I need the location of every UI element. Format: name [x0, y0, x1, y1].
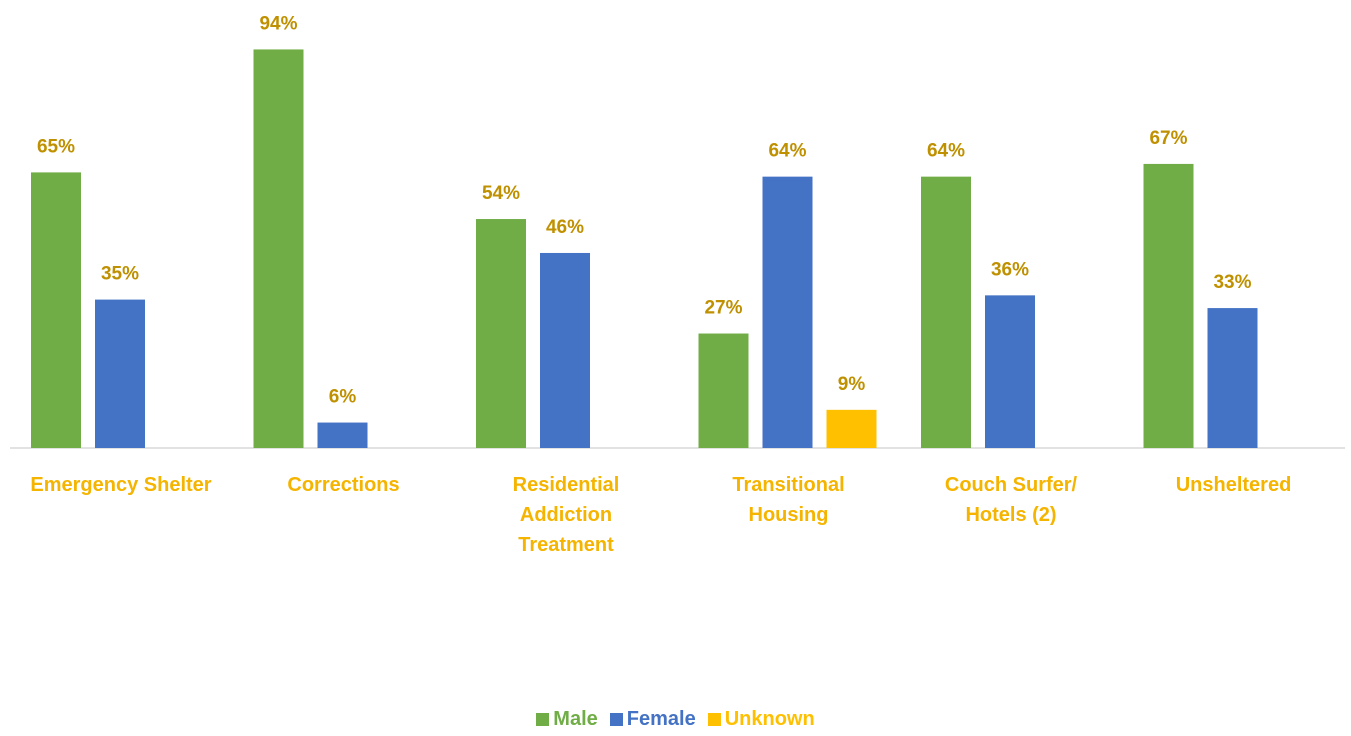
x-tick-label: Emergency Shelter	[30, 474, 212, 496]
data-label: 67%	[1149, 128, 1187, 149]
data-label: 6%	[329, 387, 357, 408]
data-label: 64%	[768, 141, 806, 162]
data-label: 54%	[482, 183, 520, 204]
legend: Male Female Unknown	[0, 708, 1351, 731]
data-label: 9%	[838, 374, 866, 395]
legend-item: Unknown	[707, 708, 815, 731]
bar	[826, 409, 877, 448]
data-label: 35%	[101, 264, 139, 285]
data-label: 46%	[546, 217, 584, 238]
bar	[317, 422, 368, 448]
bar	[1143, 163, 1194, 449]
legend-swatch	[707, 713, 721, 726]
data-label: 27%	[704, 298, 742, 319]
bar	[95, 299, 145, 448]
bar	[985, 295, 1035, 448]
legend-swatch	[536, 713, 550, 726]
bar	[921, 176, 971, 448]
x-tick-label: Couch Surfer/ Hotels (2)	[944, 474, 1078, 526]
x-tick-label: Residential Addiction Treatment	[512, 474, 620, 556]
legend-label: Male	[553, 708, 598, 730]
legend-swatch	[609, 713, 623, 726]
bar	[540, 252, 590, 448]
legend-item: Female	[609, 708, 696, 731]
data-label: 64%	[927, 141, 965, 162]
data-label: 33%	[1213, 272, 1251, 293]
bar	[762, 176, 813, 448]
data-label: 65%	[37, 136, 75, 157]
bar	[1207, 308, 1258, 448]
bar	[253, 49, 304, 448]
x-tick-label: Unsheltered	[1175, 474, 1292, 496]
x-tick-label: Corrections	[287, 474, 400, 496]
bar	[476, 219, 526, 448]
data-label: 94%	[259, 13, 297, 34]
bar	[698, 333, 749, 448]
legend-label: Female	[626, 708, 696, 730]
bar	[31, 172, 81, 448]
legend-label: Unknown	[724, 708, 815, 730]
x-tick-label: Transitional Housing	[732, 474, 845, 526]
legend-item: Male	[536, 708, 598, 731]
data-label: 36%	[991, 259, 1029, 280]
